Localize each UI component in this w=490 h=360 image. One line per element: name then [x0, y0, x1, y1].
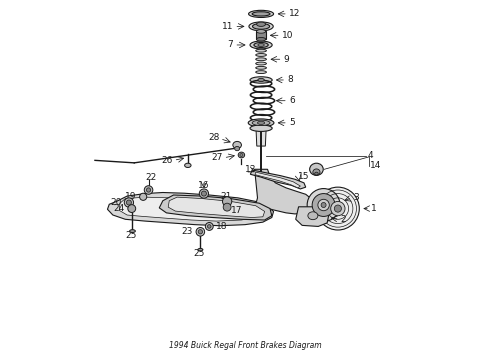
Circle shape: [199, 189, 209, 198]
Circle shape: [334, 205, 342, 212]
Ellipse shape: [240, 154, 243, 157]
Circle shape: [222, 197, 232, 206]
Ellipse shape: [250, 125, 272, 131]
Ellipse shape: [238, 152, 245, 158]
Text: 9: 9: [284, 55, 289, 64]
Ellipse shape: [252, 12, 270, 16]
Text: 6: 6: [289, 96, 294, 105]
Text: 17: 17: [231, 206, 242, 215]
Ellipse shape: [256, 49, 267, 52]
Ellipse shape: [250, 77, 272, 83]
Circle shape: [318, 199, 329, 211]
Text: 18: 18: [216, 222, 227, 231]
Ellipse shape: [250, 41, 272, 49]
Text: 11: 11: [221, 22, 233, 31]
Circle shape: [147, 188, 151, 192]
Text: 13: 13: [245, 165, 256, 174]
Text: 16: 16: [197, 181, 209, 190]
Ellipse shape: [256, 54, 267, 57]
Polygon shape: [119, 197, 256, 221]
Ellipse shape: [256, 37, 266, 41]
Polygon shape: [159, 195, 272, 220]
Circle shape: [201, 191, 206, 196]
Circle shape: [124, 198, 134, 207]
Text: 25: 25: [125, 231, 136, 240]
Ellipse shape: [315, 172, 318, 175]
Ellipse shape: [313, 169, 320, 175]
Ellipse shape: [198, 248, 203, 251]
Circle shape: [307, 189, 340, 221]
Ellipse shape: [233, 141, 242, 149]
Text: 20: 20: [110, 198, 122, 207]
Text: 10: 10: [282, 31, 294, 40]
Text: 25: 25: [193, 249, 204, 258]
Text: 22: 22: [146, 173, 157, 182]
Ellipse shape: [256, 58, 267, 61]
Ellipse shape: [252, 120, 270, 126]
Circle shape: [317, 187, 359, 230]
Circle shape: [140, 193, 147, 201]
Polygon shape: [256, 31, 266, 39]
Ellipse shape: [248, 119, 274, 127]
Text: 15: 15: [298, 172, 309, 181]
Ellipse shape: [256, 66, 267, 69]
Ellipse shape: [235, 147, 240, 151]
Circle shape: [321, 203, 326, 207]
Text: 19: 19: [125, 192, 137, 201]
Text: 27: 27: [212, 153, 223, 162]
Text: 26: 26: [162, 156, 173, 165]
Polygon shape: [255, 172, 300, 188]
Ellipse shape: [248, 10, 273, 18]
Text: 28: 28: [208, 133, 220, 142]
Text: 23: 23: [181, 227, 193, 236]
Circle shape: [207, 225, 211, 228]
Circle shape: [205, 222, 213, 230]
Text: 21: 21: [220, 192, 232, 201]
Text: 8: 8: [287, 76, 293, 85]
Ellipse shape: [254, 42, 268, 48]
Text: 24: 24: [113, 204, 124, 213]
Text: 5: 5: [289, 118, 294, 127]
Circle shape: [223, 203, 231, 211]
Polygon shape: [256, 130, 266, 146]
Text: 7: 7: [227, 40, 233, 49]
Ellipse shape: [258, 44, 264, 46]
Ellipse shape: [256, 30, 266, 33]
Text: 2: 2: [341, 215, 346, 224]
Ellipse shape: [257, 22, 266, 26]
Ellipse shape: [308, 212, 318, 220]
Ellipse shape: [256, 62, 267, 65]
Circle shape: [126, 200, 131, 205]
Ellipse shape: [258, 78, 264, 82]
Ellipse shape: [256, 71, 267, 73]
Text: 1994 Buick Regal Front Brakes Diagram: 1994 Buick Regal Front Brakes Diagram: [169, 341, 321, 350]
Ellipse shape: [130, 230, 135, 233]
Text: 14: 14: [370, 161, 382, 170]
Circle shape: [128, 204, 136, 212]
Text: 3: 3: [353, 193, 359, 202]
Ellipse shape: [258, 121, 265, 125]
Circle shape: [331, 202, 345, 216]
Circle shape: [312, 194, 335, 216]
Polygon shape: [254, 169, 314, 219]
Polygon shape: [250, 170, 306, 189]
Text: 1: 1: [371, 204, 377, 213]
Circle shape: [144, 186, 153, 194]
Text: 12: 12: [289, 9, 300, 18]
Polygon shape: [168, 197, 265, 217]
Ellipse shape: [252, 23, 270, 29]
Ellipse shape: [310, 163, 323, 175]
Ellipse shape: [249, 22, 273, 31]
Circle shape: [198, 230, 202, 234]
Polygon shape: [107, 193, 273, 226]
Circle shape: [196, 228, 205, 236]
Text: 4: 4: [368, 151, 373, 160]
Ellipse shape: [185, 163, 191, 167]
Polygon shape: [296, 207, 329, 226]
